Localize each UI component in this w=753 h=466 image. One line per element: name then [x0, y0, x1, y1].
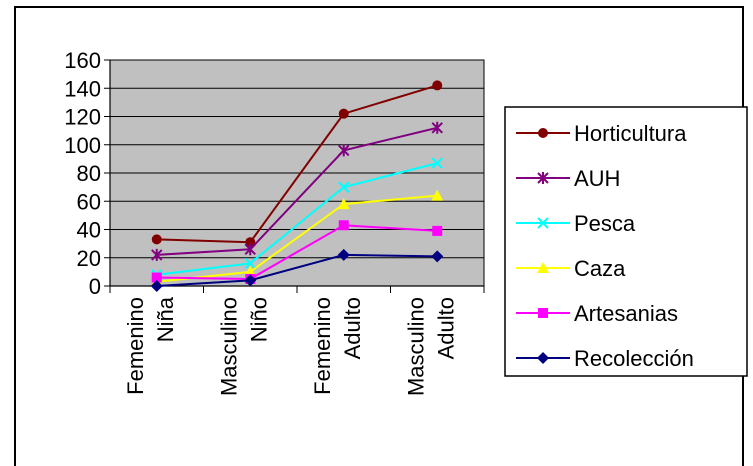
legend-label: Pesca [574, 211, 636, 236]
x-tick-label: Masculino [216, 297, 241, 396]
marker [431, 250, 444, 263]
marker [338, 144, 350, 157]
y-tick-label: 120 [64, 105, 101, 130]
legend-item: Caza [516, 256, 626, 281]
marker [338, 181, 350, 193]
x-tick-label: Niña [153, 296, 178, 342]
x-tick-label: Niño [246, 297, 271, 342]
series-line [156, 194, 438, 283]
y-axis: 0 20 40 60 80 100 120 140 160 [64, 48, 111, 299]
legend: Horticultura AUH Pesca Caza Artesanias Recole… [504, 106, 748, 377]
legend-item: Pesca [516, 211, 636, 236]
marker [537, 262, 549, 273]
legend-item: AUH [516, 166, 620, 191]
marker [244, 274, 257, 287]
y-tick-label: 80 [77, 161, 101, 186]
y-tick-label: 140 [64, 76, 101, 101]
marker [151, 272, 162, 283]
marker [338, 108, 349, 119]
legend-label: Horticultura [574, 121, 687, 146]
marker [337, 198, 350, 210]
marker [245, 237, 256, 248]
marker [537, 352, 549, 364]
legend-box [504, 106, 748, 377]
marker [432, 225, 443, 236]
marker [431, 189, 444, 201]
x-tick-label: Adulto [340, 297, 365, 359]
y-tick-label: 40 [77, 218, 101, 243]
legend-item: Horticultura [516, 121, 687, 146]
series-line [156, 162, 438, 276]
legend-item: Artesanias [516, 301, 678, 326]
series-line [156, 84, 438, 244]
marker [431, 157, 443, 169]
legend-item: Recolección [516, 346, 694, 371]
legend-label: Artesanias [574, 301, 678, 326]
y-tick-label: 160 [64, 48, 101, 73]
marker [431, 121, 443, 134]
marker [537, 172, 549, 184]
series-pesca [151, 157, 443, 281]
legend-label: AUH [574, 166, 620, 191]
series-line [156, 224, 438, 280]
series-line [156, 253, 438, 287]
marker [337, 248, 350, 261]
legend-label: Recolección [574, 346, 694, 371]
marker [244, 257, 256, 270]
x-tick-label: Femenino [123, 297, 148, 395]
marker [537, 217, 549, 229]
marker [244, 243, 256, 256]
x-tick-label: Masculino [403, 297, 428, 396]
x-tick-label: Femenino [310, 297, 335, 395]
marker [432, 80, 443, 91]
y-tick-label: 60 [77, 189, 101, 214]
marker [538, 128, 548, 138]
y-tick-label: 100 [64, 133, 101, 158]
marker [151, 234, 162, 245]
series-line [156, 126, 438, 256]
marker [338, 220, 349, 231]
series-horticultura [151, 80, 443, 248]
x-axis: Femenino Niña Masculino Niño Femenino Adulto M… [109, 285, 485, 396]
x-tick-label: Adulto [433, 297, 458, 359]
marker [151, 248, 163, 261]
series-auh [151, 121, 443, 261]
marker [538, 308, 548, 318]
y-tick-label: 0 [89, 274, 101, 299]
y-tick-label: 20 [77, 246, 101, 271]
legend-label: Caza [574, 256, 626, 281]
series-group [150, 80, 444, 292]
series-recolección [150, 248, 444, 292]
marker [150, 280, 163, 292]
